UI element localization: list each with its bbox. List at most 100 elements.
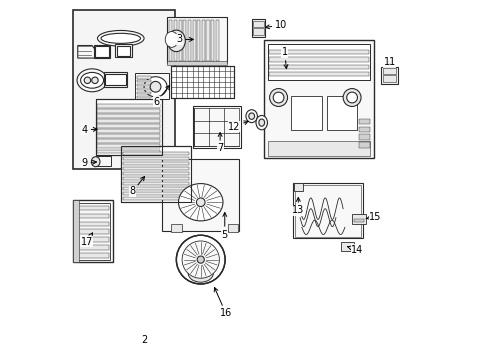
Bar [135,73,169,99]
Ellipse shape [245,110,257,123]
Bar [197,20,200,61]
Bar [122,167,188,170]
Bar [104,72,127,87]
Bar [73,200,113,262]
Ellipse shape [343,89,360,107]
Bar [162,159,239,231]
Text: 13: 13 [291,198,304,216]
Bar [293,183,303,191]
Text: 17: 17 [81,233,93,247]
Bar [192,20,195,61]
Ellipse shape [196,198,204,207]
Bar [97,104,160,108]
Bar [264,40,373,158]
Bar [267,44,369,80]
Bar [353,219,364,222]
Bar [122,187,188,190]
Bar [122,177,188,180]
Text: 6: 6 [153,85,169,107]
Bar [178,20,182,61]
Ellipse shape [248,113,254,120]
Ellipse shape [197,256,204,263]
Bar [96,99,162,155]
Text: 3: 3 [176,35,193,44]
Ellipse shape [81,72,103,88]
Bar [117,46,130,56]
Text: 16: 16 [214,288,231,318]
Bar [137,96,151,98]
Text: 15: 15 [365,212,381,221]
Bar [268,57,368,62]
Bar [206,20,209,61]
Bar [382,75,395,82]
Bar [253,28,264,35]
Bar [251,19,265,37]
Bar [171,66,233,98]
Bar [174,20,177,61]
Bar [292,183,362,238]
Bar [228,224,238,232]
Bar [137,92,151,94]
Bar [121,145,190,202]
Bar [122,157,188,160]
Bar [351,214,365,224]
Text: 5: 5 [221,212,227,239]
Bar [73,10,175,169]
Bar [77,237,109,242]
Bar [97,125,160,128]
Bar [268,50,368,54]
Polygon shape [78,45,96,58]
Bar [73,200,79,262]
Text: 10: 10 [265,20,286,30]
Ellipse shape [167,30,185,51]
Bar [341,242,353,251]
Ellipse shape [176,235,224,284]
Bar [359,134,369,140]
Bar [122,172,188,175]
Ellipse shape [269,89,287,107]
Bar [215,20,219,61]
Bar [122,152,188,155]
Ellipse shape [144,77,167,97]
Bar [77,214,109,219]
Text: 1: 1 [281,47,287,68]
Text: 14: 14 [347,245,363,255]
Bar [359,142,369,148]
Bar [268,64,368,69]
Bar [97,120,160,123]
Bar [96,99,162,155]
Ellipse shape [178,184,223,221]
Ellipse shape [165,32,178,47]
Bar [95,46,109,57]
Ellipse shape [97,31,144,46]
Bar [97,139,160,143]
Bar [137,80,151,82]
Bar [137,76,151,78]
Text: 4: 4 [81,125,97,135]
Bar [97,114,160,118]
Bar [97,149,160,153]
Bar [194,108,239,146]
Bar [326,96,357,130]
Bar [97,134,160,138]
Bar [77,245,109,250]
Bar [97,109,160,113]
Bar [167,61,226,64]
Ellipse shape [101,33,140,43]
Bar [381,67,397,84]
Bar [77,253,109,258]
Bar [267,141,369,156]
Text: 11: 11 [383,57,395,67]
Ellipse shape [77,69,107,92]
Bar [77,222,109,226]
Bar [96,156,110,166]
Text: 12: 12 [228,121,247,132]
Bar [115,44,132,57]
Bar [171,66,233,98]
Bar [76,203,110,260]
Ellipse shape [182,241,219,278]
Text: 7: 7 [217,132,223,153]
Bar [121,145,190,202]
Ellipse shape [188,264,213,282]
Ellipse shape [150,81,161,92]
